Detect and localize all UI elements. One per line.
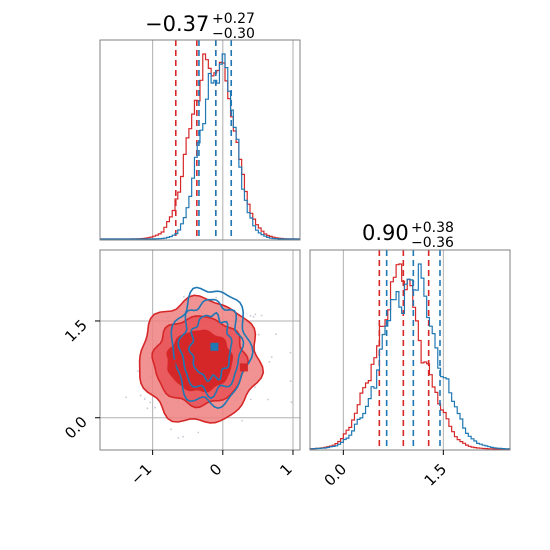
scatter-point [143,398,146,400]
scatter-point [170,428,172,431]
top-marginal-frame [99,39,301,241]
scatter-point [249,314,252,317]
scatter-point [257,333,260,336]
scatter-point [139,394,142,397]
red-marker [167,359,176,368]
right-marginal-blue-series [309,263,511,450]
title-1-value: −0.37 [145,12,209,36]
title-param-1: −0.37 +0.27 −0.30 [145,11,255,42]
scatter-point [270,356,273,358]
title-2-value: 0.90 [362,221,409,245]
scatter-point [146,407,149,410]
scatter-point [254,313,257,316]
title-1-minus: −0.30 [212,26,255,42]
scatter-point [267,398,269,401]
right-x-tick-label: 1.5 [421,460,451,490]
scatter-point [289,351,292,354]
scatter-point [290,401,293,404]
title-param-2: 0.90 +0.38 −0.36 [362,220,454,251]
scatter-point [215,296,217,299]
scatter-point [268,361,271,363]
top-marginal-red-series [100,53,300,240]
right-marginal-frame [309,249,511,451]
scatter-point [241,419,244,422]
joint-y-tick-label: 0.0 [61,413,91,443]
top-marginal-blue-series [100,53,300,240]
scatter-point [252,316,255,318]
scatter-point [289,380,292,382]
scatter-point [197,431,200,434]
right-marginal-red-series [309,263,510,450]
scatter-point [149,401,152,404]
red-marker [195,357,204,365]
right-marginal-grid [342,250,444,450]
blue-marker [210,342,219,351]
scatter-point [260,314,263,317]
top-marginal-grid [152,40,294,240]
blue-contour-level [187,311,233,382]
blue-contour-level [177,298,245,400]
scatter-point [177,436,180,439]
joint-y-tick-label: 1.5 [61,316,91,346]
title-2-minus: −0.36 [411,235,454,251]
scatter-point [154,406,156,409]
joint-x-tick-label: 0 [206,460,225,479]
scatter-point [254,386,256,389]
scatter-point [183,295,185,298]
red-marker [239,363,248,372]
title-2-plus: +0.38 [411,220,454,236]
joint-frame [99,249,301,451]
blue-contour-level [170,286,254,410]
scatter-point [136,370,139,372]
scatter-point [182,435,184,438]
joint-x-tick-label: −1 [127,460,155,488]
scatter-point [249,398,252,401]
scatter-point [125,396,127,399]
scatter-point [275,333,277,336]
right-x-tick-label: 0.0 [321,460,351,490]
title-1-plus: +0.27 [212,11,255,27]
joint-x-tick-label: 1 [276,460,295,479]
